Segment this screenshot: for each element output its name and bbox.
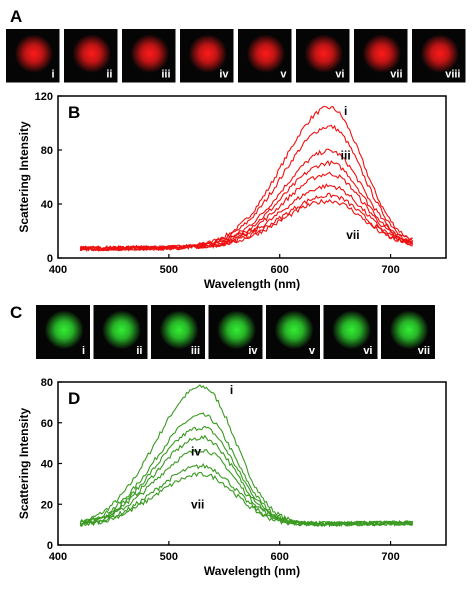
y-tick-label: 60: [41, 418, 53, 430]
y-tick-label: 0: [47, 253, 53, 265]
panel-letter-d: D: [68, 389, 80, 408]
plot-frame: [57, 381, 447, 546]
panel-letter-c: C: [10, 303, 22, 322]
y-tick-label: 80: [41, 145, 53, 157]
curve-annotation: iii: [341, 148, 351, 162]
tile-a-label: i: [51, 69, 54, 81]
tile-c-label: ii: [136, 345, 142, 357]
y-tick-label: 80: [41, 377, 53, 389]
tile-c-label: vii: [418, 345, 430, 357]
x-tick-label: 400: [49, 264, 67, 276]
spectrum-line-1: [79, 105, 413, 252]
panel-letter-a: A: [10, 7, 22, 26]
y-tick-label: 0: [47, 540, 53, 552]
tile-a-spot: [246, 34, 286, 73]
tile-c-spot: [102, 310, 142, 350]
tile-c-spot: [159, 310, 199, 350]
tile-a-spot: [420, 34, 460, 73]
spectrum-line-5: [80, 448, 414, 527]
curve-annotation: iv: [191, 444, 201, 458]
tile-c-spot: [274, 310, 314, 350]
tile-a-spot: [362, 34, 402, 73]
tile-a-label: iv: [219, 69, 229, 81]
tile-c-spot: [389, 310, 429, 350]
x-tick-label: 500: [160, 264, 178, 276]
x-tick-label: 700: [381, 551, 399, 563]
spectrum-line-1: [79, 384, 413, 528]
tile-c-label: iv: [248, 345, 258, 357]
tile-a-label: viii: [445, 69, 460, 81]
tile-a-spot: [188, 34, 228, 73]
tile-a-spot: [72, 34, 112, 73]
tile-a-spot: [130, 34, 170, 73]
spectrum-line-7: [79, 471, 413, 527]
plot-frame: [57, 95, 447, 259]
tile-c-1: i: [36, 305, 90, 359]
image-strip-a: i ii iii iv v vi vii viii: [6, 29, 466, 83]
spectrum-line-8: [79, 198, 414, 252]
tile-a-label: v: [280, 69, 287, 81]
spectrum-line-4: [80, 434, 414, 528]
y-axis-label: Scattering Intensity: [17, 407, 31, 519]
tile-c-6: vi: [323, 305, 378, 359]
tile-c-spot: [332, 310, 372, 350]
tile-a-label: ii: [106, 69, 112, 81]
tile-a-2: ii: [64, 29, 118, 83]
tile-a-label: iii: [161, 69, 170, 81]
tile-c-2: ii: [93, 305, 148, 359]
curve-annotation: i: [344, 104, 347, 118]
tile-c-label: vi: [363, 345, 372, 357]
curve-annotation: vii: [346, 228, 359, 242]
tile-a-8: viii: [412, 29, 466, 83]
tile-c-label: v: [309, 345, 316, 357]
image-strip-c: i ii iii iv v vi vii: [36, 305, 435, 359]
tile-c-4: iv: [208, 305, 263, 359]
tile-a-5: v: [238, 29, 292, 83]
tile-a-spot: [14, 34, 54, 73]
x-axis-label: Wavelength (nm): [204, 277, 300, 291]
x-tick-label: 600: [271, 264, 289, 276]
tile-c-label: i: [82, 345, 85, 357]
x-axis-label: Wavelength (nm): [204, 564, 300, 578]
y-tick-label: 40: [41, 199, 53, 211]
tile-a-spot: [304, 34, 344, 73]
tile-a-4: iv: [180, 29, 234, 83]
y-tick-label: 20: [41, 499, 53, 511]
tile-a-1: i: [6, 29, 60, 83]
tile-c-spot: [217, 310, 257, 350]
panel-letter-b: B: [68, 103, 80, 122]
tile-a-7: vii: [354, 29, 408, 83]
spectrum-line-6: [79, 463, 414, 528]
tile-c-spot: [44, 310, 84, 350]
y-tick-label: 40: [41, 459, 53, 471]
curve-annotation: vii: [191, 497, 204, 511]
tile-a-3: iii: [122, 29, 176, 83]
tile-c-5: v: [266, 305, 320, 359]
x-tick-label: 400: [49, 551, 67, 563]
tile-c-7: vii: [381, 305, 435, 359]
curve-annotation: i: [230, 383, 233, 397]
tile-a-label: vi: [335, 69, 344, 81]
tile-a-6: vi: [296, 29, 350, 83]
x-tick-label: 500: [160, 551, 178, 563]
x-tick-label: 600: [271, 551, 289, 563]
spectrum-line-6: [79, 183, 414, 253]
chart-d: D 400 500 600 700 0 20 40 60 80 Wavelength (nm) Sca…: [17, 377, 447, 578]
spectrum-line-7: [79, 192, 413, 252]
y-axis-label: Scattering Intensity: [17, 121, 31, 233]
chart-b: B 400 500 600 700 0 40 80 120 Wavelength (nm) Scat…: [17, 91, 447, 291]
tile-a-label: vii: [390, 69, 402, 81]
spectrum-line-3: [79, 425, 413, 527]
y-tick-label: 120: [35, 91, 53, 103]
tile-c-3: iii: [151, 305, 205, 359]
tile-c-label: iii: [191, 345, 200, 357]
x-tick-label: 700: [381, 264, 399, 276]
